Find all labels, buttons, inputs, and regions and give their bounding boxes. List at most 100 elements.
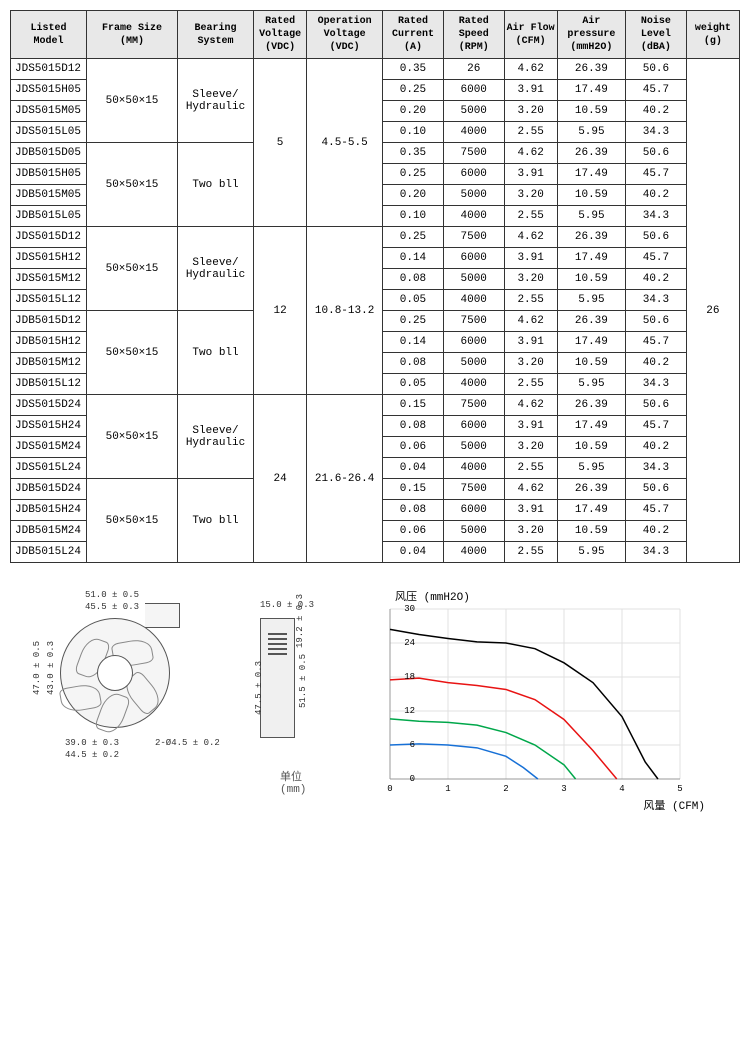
cell-value: 26.39 [557, 143, 625, 164]
cell-value: 17.49 [557, 500, 625, 521]
cell-value: 26.39 [557, 311, 625, 332]
cell-model: JDS5015D12 [11, 227, 87, 248]
col-header: Rated Voltage(VDC) [254, 11, 307, 59]
cell-value: 3.91 [504, 248, 557, 269]
cell-value: 5.95 [557, 374, 625, 395]
col-header: Rated Current(A) [383, 11, 444, 59]
dim-label: 44.5 ± 0.2 [65, 750, 119, 760]
cell-value: 34.3 [626, 542, 687, 563]
cell-value: 0.14 [383, 248, 444, 269]
cell-value: 3.20 [504, 101, 557, 122]
col-header: weight(g) [686, 11, 739, 59]
col-header: Frame Size(MM) [86, 11, 177, 59]
cell-value: 50.6 [626, 311, 687, 332]
cell-value: 2.55 [504, 458, 557, 479]
cell-model: JDS5015M12 [11, 269, 87, 290]
cell-value: 0.08 [383, 500, 444, 521]
x-tick-label: 4 [619, 784, 624, 794]
cell-value: 3.20 [504, 269, 557, 290]
cell-value: 0.10 [383, 206, 444, 227]
cell-model: JDS5015L24 [11, 458, 87, 479]
cell-value: 5.95 [557, 542, 625, 563]
cell-value: 0.14 [383, 332, 444, 353]
cell-bearing: Sleeve/ Hydraulic [178, 59, 254, 143]
cell-value: 40.2 [626, 101, 687, 122]
cell-value: 4000 [443, 290, 504, 311]
cell-frame: 50×50×15 [86, 59, 177, 143]
cell-value: 3.20 [504, 521, 557, 542]
cell-value: 0.25 [383, 311, 444, 332]
cell-model: JDB5015H05 [11, 164, 87, 185]
cell-value: 10.59 [557, 521, 625, 542]
cell-value: 0.05 [383, 374, 444, 395]
dim-label: 19.2 ± 0.3 [295, 594, 305, 648]
table-row: JDS5015D1250×50×15Sleeve/ Hydraulic54.5-… [11, 59, 740, 80]
cell-value: 34.3 [626, 290, 687, 311]
cell-value: 4000 [443, 206, 504, 227]
cell-value: 45.7 [626, 500, 687, 521]
cell-value: 6000 [443, 332, 504, 353]
cell-value: 0.06 [383, 437, 444, 458]
cell-value: 7500 [443, 479, 504, 500]
cell-value: 2.55 [504, 542, 557, 563]
cell-bearing: Sleeve/ Hydraulic [178, 227, 254, 311]
dim-label: 51.5 ± 0.5 [298, 654, 308, 708]
cell-value: 3.91 [504, 416, 557, 437]
performance-chart: 风压 (mmH2O) 0612182430012345 风量 (CFM) [360, 588, 710, 813]
cell-model: JDS5015M24 [11, 437, 87, 458]
cell-model: JDS5015M05 [11, 101, 87, 122]
cell-value: 17.49 [557, 80, 625, 101]
cell-value: 40.2 [626, 353, 687, 374]
cell-value: 45.7 [626, 248, 687, 269]
cell-model: JDS5015D12 [11, 59, 87, 80]
cell-value: 6000 [443, 248, 504, 269]
cell-value: 40.2 [626, 437, 687, 458]
cell-rvolt: 12 [254, 227, 307, 395]
cell-value: 3.20 [504, 185, 557, 206]
cell-value: 4.62 [504, 227, 557, 248]
cell-value: 6000 [443, 80, 504, 101]
cell-model: JDB5015L05 [11, 206, 87, 227]
cell-value: 0.35 [383, 143, 444, 164]
cell-value: 26.39 [557, 227, 625, 248]
cell-bearing: Two bll [178, 143, 254, 227]
cell-value: 0.35 [383, 59, 444, 80]
cell-value: 2.55 [504, 374, 557, 395]
y-tick-label: 6 [395, 740, 415, 750]
cell-value: 4.62 [504, 395, 557, 416]
dim-label: 47.5 ± 0.3 [254, 661, 264, 715]
cell-model: JDB5015M12 [11, 353, 87, 374]
cell-value: 17.49 [557, 248, 625, 269]
cell-value: 17.49 [557, 332, 625, 353]
cell-model: JDB5015H12 [11, 332, 87, 353]
dim-label: 39.0 ± 0.3 [65, 738, 119, 748]
cell-value: 6000 [443, 500, 504, 521]
cell-value: 50.6 [626, 59, 687, 80]
cell-value: 5000 [443, 185, 504, 206]
cell-value: 40.2 [626, 521, 687, 542]
y-tick-label: 24 [395, 638, 415, 648]
cell-bearing: Two bll [178, 479, 254, 563]
x-tick-label: 0 [387, 784, 392, 794]
cell-value: 10.59 [557, 437, 625, 458]
cell-value: 0.04 [383, 458, 444, 479]
cell-value: 5.95 [557, 206, 625, 227]
col-header: Bearing System [178, 11, 254, 59]
cell-value: 34.3 [626, 458, 687, 479]
cell-value: 5000 [443, 353, 504, 374]
cell-value: 5.95 [557, 290, 625, 311]
cell-frame: 50×50×15 [86, 311, 177, 395]
cell-value: 50.6 [626, 227, 687, 248]
cell-value: 10.59 [557, 269, 625, 290]
col-header: Noise Level(dBA) [626, 11, 687, 59]
cell-value: 0.25 [383, 227, 444, 248]
cell-value: 4.62 [504, 311, 557, 332]
cell-value: 50.6 [626, 143, 687, 164]
cell-value: 6000 [443, 164, 504, 185]
cell-rvolt: 5 [254, 59, 307, 227]
cell-value: 0.15 [383, 479, 444, 500]
table-row: JDS5015D1250×50×15Sleeve/ Hydraulic1210.… [11, 227, 740, 248]
cell-value: 0.06 [383, 521, 444, 542]
cell-model: JDS5015L12 [11, 290, 87, 311]
dim-label: 15.0 ± 0.3 [260, 600, 314, 610]
